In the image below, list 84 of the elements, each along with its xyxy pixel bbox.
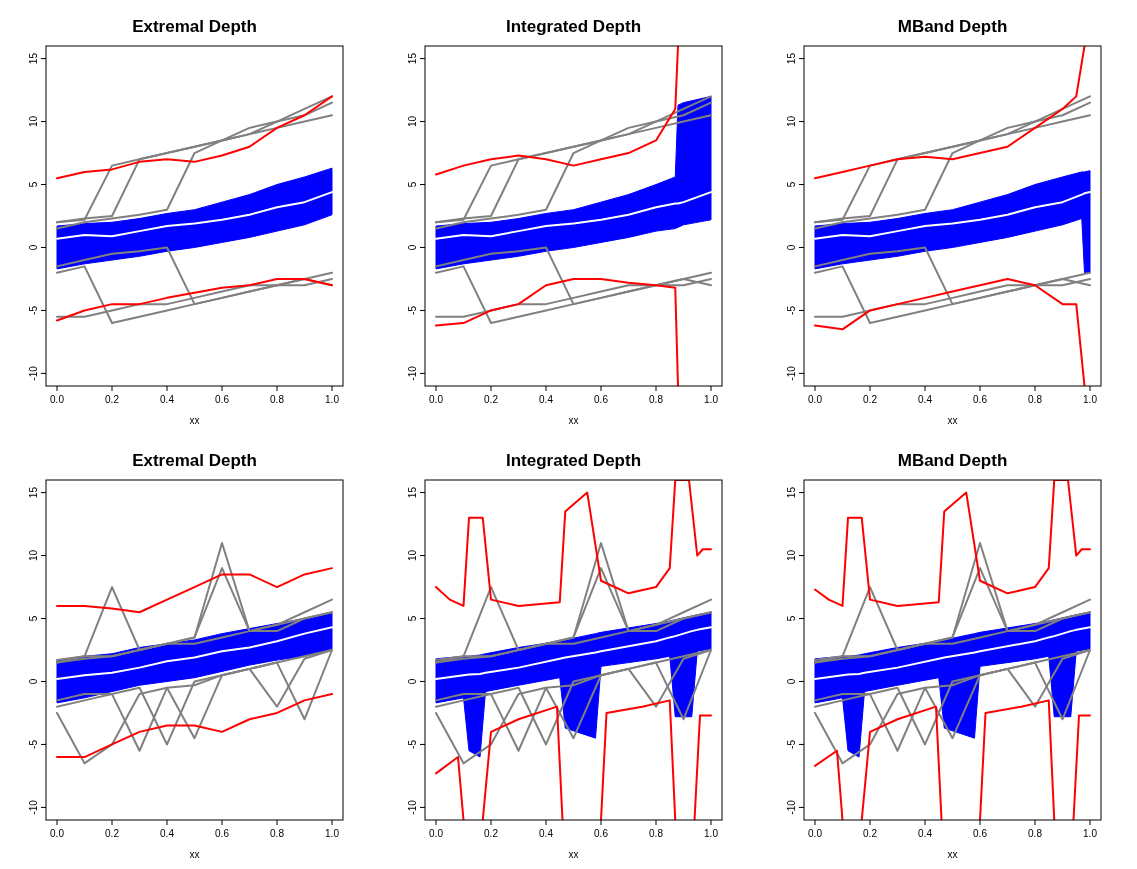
x-axis-title: xx: [568, 849, 579, 860]
y-tick-label: 15: [407, 52, 418, 65]
chart-title: Integrated Depth: [505, 17, 642, 36]
y-tick-label: 10: [407, 549, 418, 562]
y-tick-label: -10: [407, 365, 418, 381]
x-axis-title: xx: [568, 415, 579, 426]
x-tick-label: 0.0: [808, 394, 823, 405]
x-tick-label: 0.6: [973, 394, 988, 405]
x-tick-label: 1.0: [704, 828, 719, 839]
x-tick-label: 1.0: [325, 394, 340, 405]
y-tick-label: -5: [28, 305, 39, 315]
y-tick-label: -10: [407, 799, 418, 815]
chart-title: Extremal Depth: [132, 451, 257, 470]
y-tick-label: 0: [407, 244, 418, 251]
x-tick-label: 0.8: [649, 394, 664, 405]
y-tick-label: -5: [786, 305, 797, 315]
chart-title: Integrated Depth: [505, 451, 642, 470]
y-tick-label: 5: [407, 615, 418, 622]
y-tick-label: 15: [28, 486, 39, 499]
x-tick-label: 0.0: [429, 394, 444, 405]
y-tick-label: 15: [786, 486, 797, 499]
x-tick-label: 1.0: [1083, 828, 1098, 839]
x-tick-label: 0.4: [160, 394, 175, 405]
x-tick-label: 0.4: [918, 828, 933, 839]
x-tick-label: 0.8: [270, 828, 285, 839]
x-tick-label: 0.0: [808, 828, 823, 839]
y-tick-label: -10: [28, 799, 39, 815]
y-tick-label: 10: [407, 115, 418, 128]
x-tick-label: 0.6: [215, 394, 230, 405]
y-tick-label: 5: [28, 615, 39, 622]
y-tick-label: -10: [28, 365, 39, 381]
x-axis-title: xx: [189, 415, 200, 426]
chart-title: Extremal Depth: [132, 17, 257, 36]
x-tick-label: 1.0: [325, 828, 340, 839]
x-tick-label: 0.2: [105, 828, 120, 839]
x-tick-label: 0.6: [973, 828, 988, 839]
y-tick-label: 0: [786, 678, 797, 685]
x-tick-label: 1.0: [1083, 394, 1098, 405]
x-tick-label: 0.6: [594, 828, 609, 839]
y-tick-label: 5: [407, 181, 418, 188]
x-tick-label: 1.0: [704, 394, 719, 405]
y-tick-label: 10: [28, 549, 39, 562]
x-axis-title: xx: [947, 849, 958, 860]
x-tick-label: 0.8: [1028, 394, 1043, 405]
chart-title: MBand Depth: [897, 17, 1008, 36]
y-tick-label: -5: [407, 739, 418, 749]
x-tick-label: 0.4: [539, 394, 554, 405]
x-tick-label: 0.6: [215, 828, 230, 839]
x-tick-label: 0.4: [160, 828, 175, 839]
y-tick-label: 0: [786, 244, 797, 251]
x-tick-label: 0.8: [270, 394, 285, 405]
x-tick-label: 0.8: [649, 828, 664, 839]
y-tick-label: -5: [786, 739, 797, 749]
x-tick-label: 0.6: [594, 394, 609, 405]
x-tick-label: 0.0: [429, 828, 444, 839]
x-tick-label: 0.0: [50, 394, 65, 405]
y-tick-label: 5: [786, 181, 797, 188]
y-tick-label: 5: [28, 181, 39, 188]
x-tick-label: 0.4: [539, 828, 554, 839]
x-tick-label: 0.2: [105, 394, 120, 405]
y-tick-label: 0: [28, 678, 39, 685]
y-tick-label: -10: [786, 799, 797, 815]
y-tick-label: 5: [786, 615, 797, 622]
y-tick-label: 10: [786, 115, 797, 128]
x-tick-label: 0.2: [863, 394, 878, 405]
x-tick-label: 0.0: [50, 828, 65, 839]
y-tick-label: -5: [28, 739, 39, 749]
y-tick-label: 0: [28, 244, 39, 251]
y-tick-label: 15: [786, 52, 797, 65]
y-tick-label: 15: [28, 52, 39, 65]
y-tick-label: 10: [786, 549, 797, 562]
chart-title: MBand Depth: [897, 451, 1008, 470]
x-tick-label: 0.4: [918, 394, 933, 405]
y-tick-label: -10: [786, 365, 797, 381]
y-tick-label: 0: [407, 678, 418, 685]
y-tick-label: 15: [407, 486, 418, 499]
x-tick-label: 0.2: [484, 394, 499, 405]
x-tick-label: 0.2: [863, 828, 878, 839]
x-tick-label: 0.2: [484, 828, 499, 839]
x-axis-title: xx: [189, 849, 200, 860]
y-tick-label: 10: [28, 115, 39, 128]
x-axis-title: xx: [947, 415, 958, 426]
x-tick-label: 0.8: [1028, 828, 1043, 839]
y-tick-label: -5: [407, 305, 418, 315]
